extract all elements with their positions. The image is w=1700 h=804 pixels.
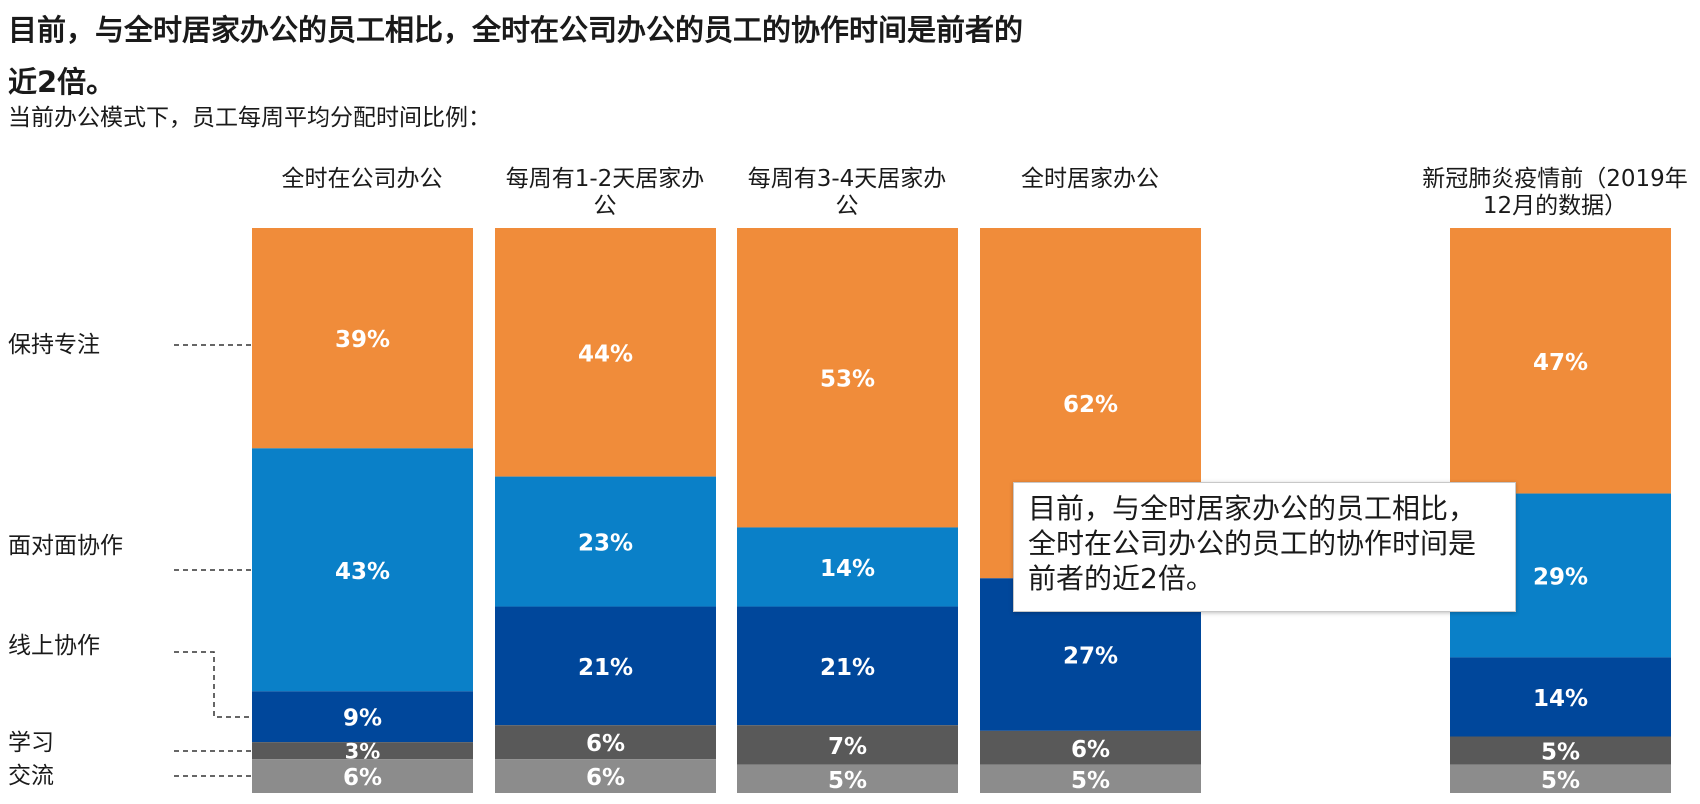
data-label: 43% [335, 559, 390, 585]
data-label: 44% [578, 341, 633, 367]
bar-segment [252, 448, 473, 692]
data-label: 6% [1071, 737, 1110, 763]
callout-box: 目前，与全时居家办公的员工相比，全时在公司办公的员工的协作时间是前者的近2倍。 [1013, 482, 1516, 612]
data-label: 5% [1541, 768, 1580, 794]
bar-segment [252, 759, 473, 793]
data-label: 6% [586, 731, 625, 757]
data-label: 6% [586, 765, 625, 791]
row-label-in-person: 面对面协作 [8, 533, 123, 559]
data-label: 47% [1533, 350, 1588, 376]
data-label: 9% [343, 706, 382, 732]
bar-segment [737, 527, 958, 607]
data-label: 62% [1063, 392, 1118, 418]
data-label: 5% [1071, 768, 1110, 794]
leader-line-online [174, 651, 252, 718]
data-label: 23% [578, 531, 633, 557]
chart-title: 目前，与全时居家办公的员工相比，全时在公司办公的员工的协作时间是前者的近2倍。 [8, 13, 1024, 99]
bar-segment [980, 730, 1201, 765]
data-label: 29% [1533, 564, 1588, 590]
data-label: 21% [820, 655, 875, 681]
bar-segment [252, 742, 473, 760]
bar-segment [495, 606, 716, 726]
data-label: 27% [1063, 644, 1118, 670]
bar-segment [737, 764, 958, 793]
bar-segment [737, 228, 958, 528]
bar-segment [495, 228, 716, 477]
category-label-wfh-1-2: 每周有1-2天居家办公 [505, 166, 705, 219]
bar-segment [495, 725, 716, 760]
bar-segment [1450, 736, 1671, 765]
data-label: 6% [343, 765, 382, 791]
data-label: 7% [828, 734, 867, 760]
bar-segment [495, 759, 716, 793]
row-label-learning: 学习 [8, 730, 54, 756]
data-label: 14% [820, 556, 875, 582]
data-label: 5% [1541, 740, 1580, 766]
row-label-social: 交流 [8, 763, 54, 789]
data-label: 5% [828, 768, 867, 794]
bar-segment [495, 476, 716, 607]
bar-segment [1450, 764, 1671, 793]
row-label-focus: 保持专注 [8, 332, 100, 358]
bar-segment [980, 764, 1201, 793]
bar-segment [1450, 228, 1671, 494]
category-label-full-remote: 全时居家办公 [1021, 166, 1159, 192]
category-label-wfh-3-4: 每周有3-4天居家办公 [747, 166, 947, 219]
callout-text: 目前，与全时居家办公的员工相比，全时在公司办公的员工的协作时间是前者的近2倍。 [1028, 492, 1477, 595]
data-label: 53% [820, 367, 875, 393]
category-label-office: 全时在公司办公 [281, 166, 443, 192]
bar-segment [737, 606, 958, 726]
row-label-online: 线上协作 [8, 633, 100, 659]
data-label: 39% [335, 327, 390, 353]
data-label: 14% [1533, 686, 1588, 712]
bar-segment [1450, 657, 1671, 737]
category-label-pre-covid: 新冠肺炎疫情前（2019年12月的数据） [1422, 166, 1688, 219]
bar-segment [737, 725, 958, 765]
chart-subtitle: 当前办公模式下，员工每周平均分配时间比例： [8, 105, 491, 131]
bar-segment [252, 691, 473, 743]
bar-segment [252, 228, 473, 449]
data-label: 21% [578, 655, 633, 681]
leader-lines [174, 344, 252, 777]
